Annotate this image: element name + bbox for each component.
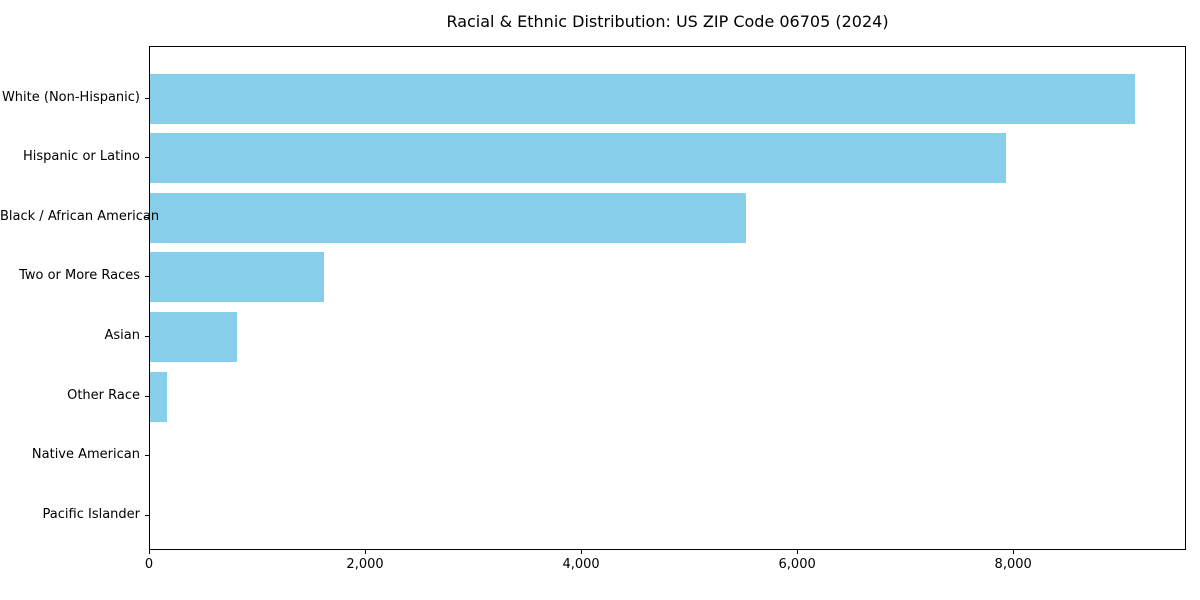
y-tick: [145, 157, 149, 159]
y-tick-label: Black / African American: [0, 208, 160, 224]
y-tick-label: Pacific Islander: [42, 506, 140, 522]
y-tick: [145, 395, 149, 397]
bar-white-non-hispanic: [150, 73, 1136, 124]
x-tick-label: 2,000: [346, 557, 384, 572]
y-tick: [145, 514, 149, 516]
y-tick-label: Native American: [31, 447, 140, 463]
x-tick-label: 4,000: [562, 557, 600, 572]
x-tick: [797, 550, 799, 554]
x-tick: [581, 550, 583, 554]
y-tick: [145, 455, 149, 457]
y-tick: [145, 97, 149, 99]
y-tick-label: Asian: [104, 327, 140, 343]
y-tick-label: White (Non-Hispanic): [1, 89, 140, 105]
y-tick-label: Other Race: [67, 387, 140, 403]
chart-title: Racial & Ethnic Distribution: US ZIP Cod…: [446, 12, 889, 31]
x-tick-label: 6,000: [778, 557, 816, 572]
bar-two-or-more-races: [150, 252, 324, 303]
x-tick-label: 0: [144, 557, 154, 572]
plot-area: [149, 46, 1186, 550]
bar-black-african-american: [150, 192, 747, 243]
bar-asian: [150, 311, 238, 362]
bar-hispanic-or-latino: [150, 133, 1007, 184]
bar-other-race: [150, 371, 168, 422]
x-tick: [365, 550, 367, 554]
y-tick: [145, 335, 149, 337]
x-tick: [1013, 550, 1015, 554]
y-tick: [145, 216, 149, 218]
y-tick-label: Two or More Races: [19, 268, 140, 284]
x-tick: [149, 550, 150, 554]
x-tick-label: 8,000: [994, 557, 1032, 572]
y-tick-label: Hispanic or Latino: [22, 149, 140, 165]
y-tick: [145, 276, 149, 278]
